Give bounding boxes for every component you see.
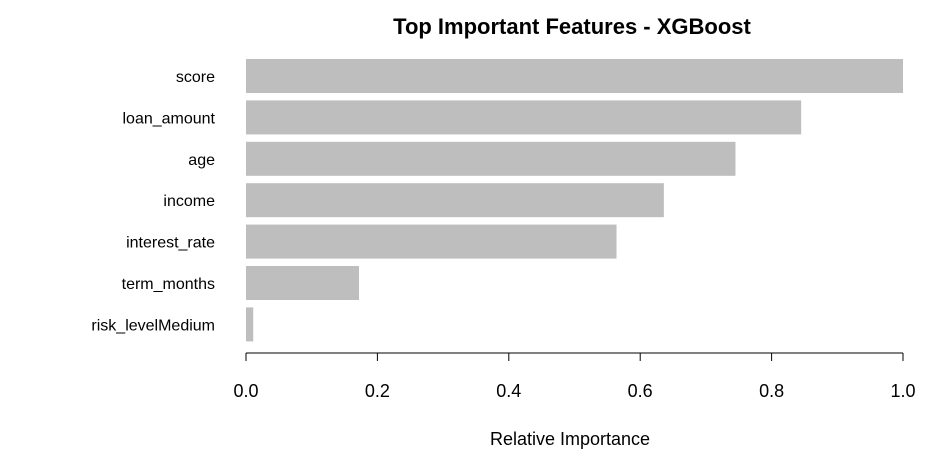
bar-loan_amount: [246, 100, 802, 135]
category-label: interest_rate: [126, 235, 215, 252]
bar-interest_rate: [246, 224, 617, 259]
bar-age: [246, 141, 736, 176]
x-tick-label: 1.0: [890, 381, 915, 401]
x-tick-label: 0.8: [759, 381, 784, 401]
bar-score: [246, 59, 903, 93]
x-tick-label: 0.6: [628, 381, 653, 401]
bar-risk_levelMedium: [246, 307, 254, 342]
bars-layer: [246, 59, 903, 342]
bar-term_months: [246, 266, 360, 300]
x-axis: 0.0 0.2 0.4 0.6 0.8 1.0: [233, 352, 916, 401]
category-label: score: [176, 69, 215, 86]
category-label: loan_amount: [122, 110, 215, 127]
x-tick-label: 0.4: [496, 381, 521, 401]
category-label: risk_levelMedium: [91, 317, 215, 334]
bar-income: [246, 183, 664, 218]
chart-title: Top Important Features - XGBoost: [393, 14, 751, 39]
category-label: income: [163, 193, 215, 210]
x-axis-title: Relative Importance: [490, 429, 650, 449]
category-label: age: [188, 152, 215, 169]
x-tick-label: 0.0: [233, 381, 258, 401]
x-tick-label: 0.2: [365, 381, 390, 401]
category-label: term_months: [122, 276, 215, 293]
